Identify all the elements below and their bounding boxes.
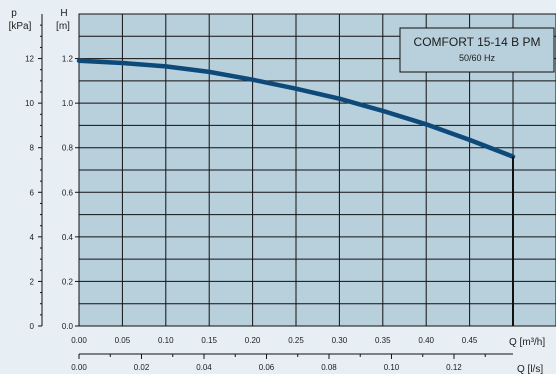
axis-layer: 0.0 0.2 0.4 0.6 0.8 1.0 1.2 0 2 4 6 8 10 12 0.00 0.05 0.… <box>25 14 513 372</box>
flow-m3h-tick-label: 0.35 <box>375 336 391 345</box>
flow-m3h-tick-label: 0.30 <box>332 336 348 345</box>
flow-ls-tick-label: 0.06 <box>259 363 275 372</box>
pressure-tick-label: 10 <box>25 99 34 108</box>
flow-m3h-tick-label: 0.40 <box>418 336 434 345</box>
head-axis-name: H <box>60 8 67 19</box>
flow-ls-axis-label: Q [l/s] <box>517 364 543 374</box>
head-tick-label: 1.0 <box>62 99 74 108</box>
flow-ls-tick-label: 0.04 <box>196 363 212 372</box>
head-axis-unit: [m] <box>56 21 70 32</box>
pressure-axis-unit: [kPa] <box>9 21 32 32</box>
pressure-tick-label: 12 <box>25 55 34 64</box>
plot-border <box>78 13 556 327</box>
grid-layer <box>78 13 556 327</box>
legend-box-background <box>399 27 555 73</box>
curve-layer <box>76 58 516 326</box>
flow-m3h-tick-label: 0.45 <box>462 336 478 345</box>
pressure-tick-label: 0 <box>30 322 35 331</box>
pressure-tick-label: 8 <box>30 144 35 153</box>
pump-curve-line <box>76 58 516 159</box>
head-tick-label: 0.8 <box>62 144 74 153</box>
flow-m3h-tick-label: 0.20 <box>245 336 261 345</box>
flow-m3h-tick-label: 0.15 <box>201 336 217 345</box>
pressure-tick-label: 2 <box>30 277 35 286</box>
head-tick-label: 0.4 <box>62 233 74 242</box>
flow-m3h-tick-label: 0.00 <box>71 336 87 345</box>
head-tick-label: 1.2 <box>62 55 74 64</box>
flow-m3h-tick-label: 0.05 <box>115 336 131 345</box>
legend-box: COMFORT 15-14 B PM 50/60 Hz <box>399 27 555 73</box>
head-tick-label: 0.6 <box>62 188 74 197</box>
flow-ls-tick-label: 0.08 <box>321 363 337 372</box>
head-tick-label: 0.0 <box>62 322 74 331</box>
flow-ls-tick-label: 0.10 <box>384 363 400 372</box>
flow-ls-tick-label: 0.00 <box>71 363 87 372</box>
pressure-axis-name: p <box>11 8 17 19</box>
pressure-tick-label: 6 <box>30 188 35 197</box>
legend-title: COMFORT 15-14 B PM <box>414 35 541 49</box>
head-tick-label: 0.2 <box>62 277 74 286</box>
flow-ls-tick-label: 0.02 <box>134 363 150 372</box>
pressure-tick-label: 4 <box>30 233 35 242</box>
flow-ls-tick-label: 0.12 <box>446 363 462 372</box>
flow-m3h-tick-label: 0.25 <box>288 336 304 345</box>
flow-m3h-axis-label: Q [m³/h] <box>509 337 545 348</box>
flow-m3h-tick-label: 0.10 <box>158 336 174 345</box>
legend-subtitle: 50/60 Hz <box>459 53 496 63</box>
